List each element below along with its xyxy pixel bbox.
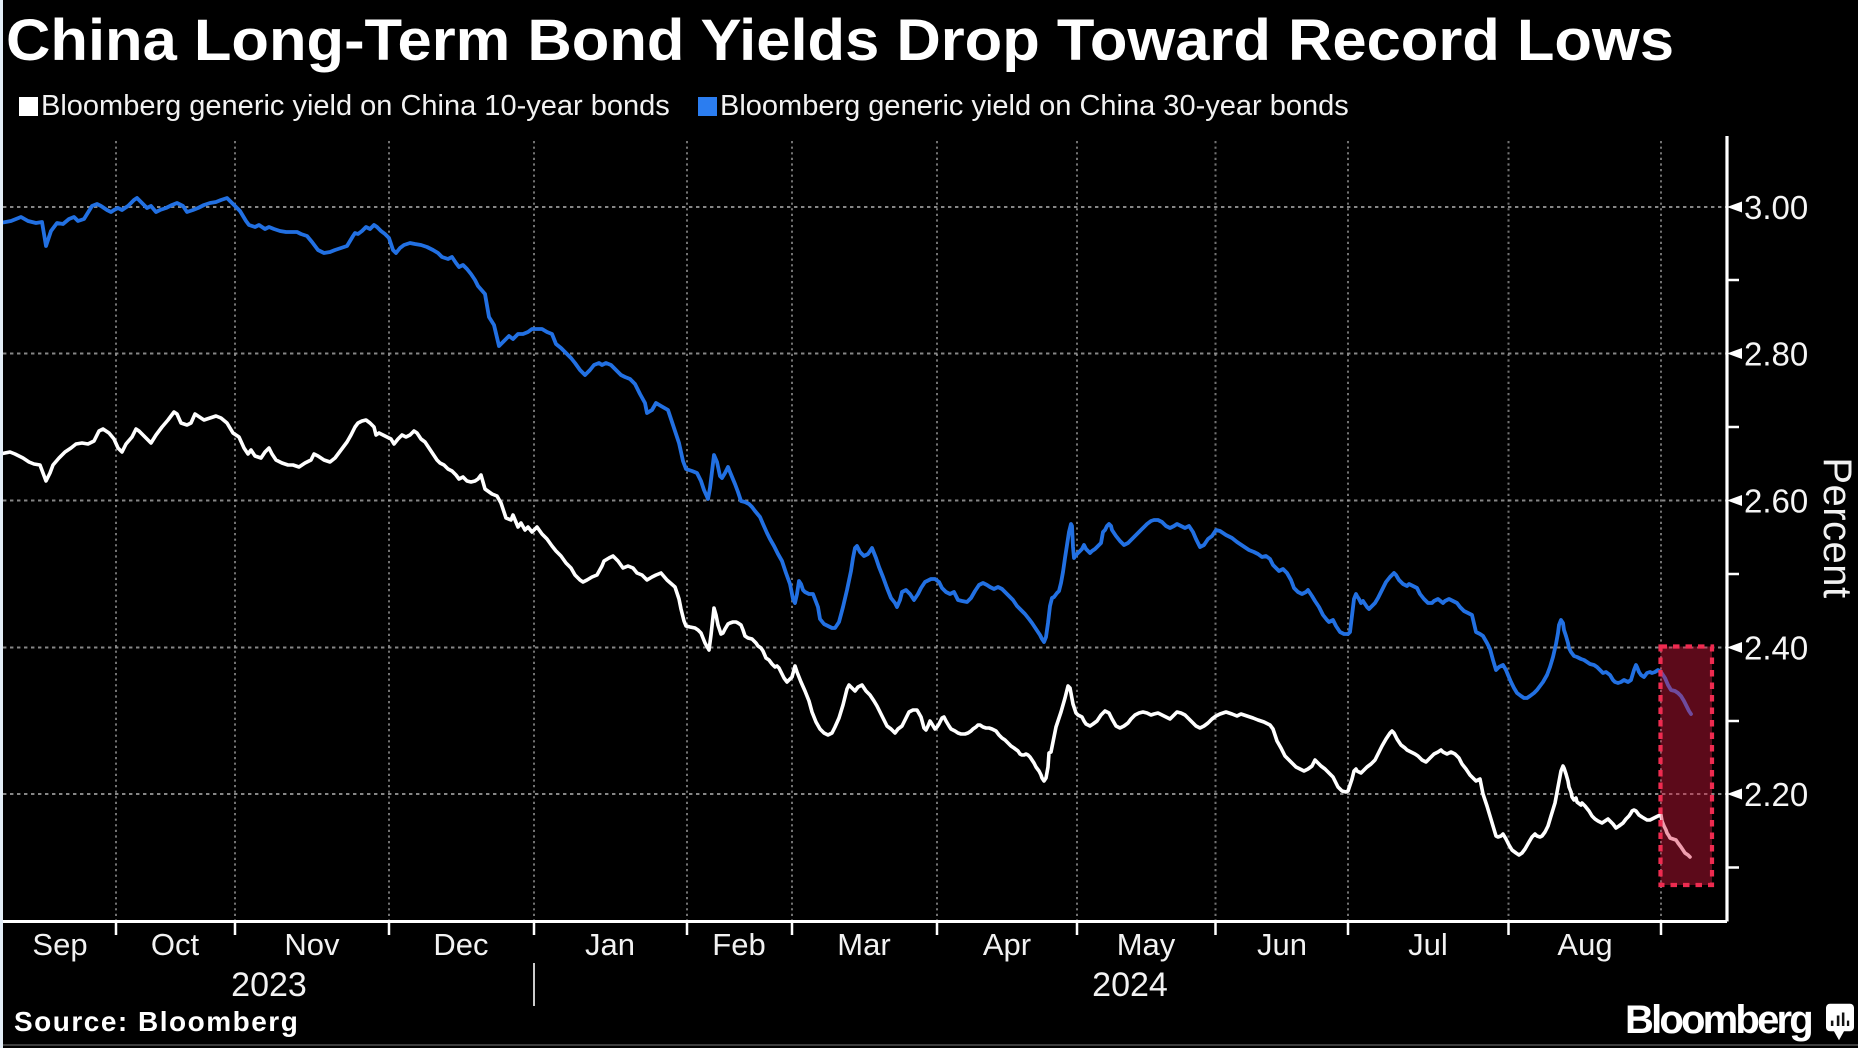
svg-text:2023: 2023 bbox=[231, 966, 307, 1004]
svg-text:Sep: Sep bbox=[32, 927, 87, 962]
svg-text:Nov: Nov bbox=[284, 927, 340, 962]
svg-text:Percent: Percent bbox=[1815, 457, 1858, 598]
svg-text:2.80: 2.80 bbox=[1744, 336, 1808, 373]
svg-text:Jun: Jun bbox=[1257, 927, 1307, 962]
svg-text:Dec: Dec bbox=[433, 927, 488, 962]
svg-text:Mar: Mar bbox=[837, 927, 890, 962]
svg-text:2024: 2024 bbox=[1092, 966, 1168, 1004]
svg-text:Jan: Jan bbox=[585, 927, 635, 962]
svg-text:2.20: 2.20 bbox=[1744, 776, 1808, 813]
svg-text:Jul: Jul bbox=[1408, 927, 1448, 962]
svg-text:2.60: 2.60 bbox=[1744, 483, 1808, 520]
svg-text:2.40: 2.40 bbox=[1744, 630, 1808, 667]
svg-text:May: May bbox=[1117, 927, 1176, 962]
svg-text:3.00: 3.00 bbox=[1744, 189, 1808, 226]
svg-text:Aug: Aug bbox=[1557, 927, 1612, 962]
svg-text:Oct: Oct bbox=[151, 927, 200, 962]
svg-text:Apr: Apr bbox=[983, 927, 1031, 962]
svg-text:Feb: Feb bbox=[712, 927, 765, 962]
